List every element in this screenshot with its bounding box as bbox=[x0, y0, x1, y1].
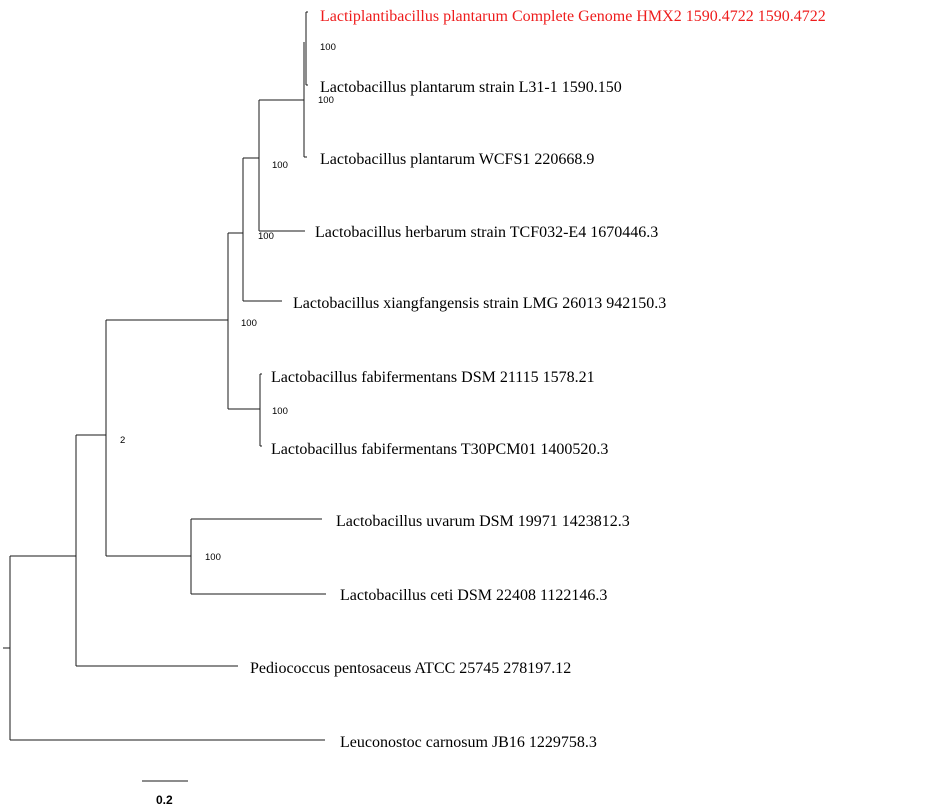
taxon-label: Lactobacillus fabifermentans T30PCM01 14… bbox=[271, 441, 608, 458]
taxon-label: Lactobacillus xiangfangensis strain LMG … bbox=[293, 295, 666, 312]
taxon-label: Lactiplantibacillus plantarum Complete G… bbox=[320, 8, 826, 25]
taxon-label: Leuconostoc carnosum JB16 1229758.3 bbox=[340, 734, 597, 751]
taxon-label: Pediococcus pentosaceus ATCC 25745 27819… bbox=[250, 660, 571, 677]
taxon-label: Lactobacillus fabifermentans DSM 21115 1… bbox=[271, 369, 595, 386]
taxon-label: Lactobacillus plantarum WCFS1 220668.9 bbox=[320, 151, 594, 168]
support-value: 100 bbox=[241, 318, 257, 329]
taxon-label: Lactobacillus herbarum strain TCF032-E4 … bbox=[315, 224, 658, 241]
support-value: 100 bbox=[318, 95, 334, 106]
support-value: 100 bbox=[320, 42, 336, 53]
scale-bar-label: 0.2 bbox=[156, 793, 173, 807]
taxon-label: Lactobacillus uvarum DSM 19971 1423812.3 bbox=[336, 513, 630, 530]
support-value: 100 bbox=[258, 231, 274, 242]
support-value: 100 bbox=[205, 552, 221, 563]
support-value: 100 bbox=[272, 406, 288, 417]
taxon-label: Lactobacillus plantarum strain L31-1 159… bbox=[320, 79, 622, 96]
taxon-label: Lactobacillus ceti DSM 22408 1122146.3 bbox=[340, 587, 607, 604]
support-value: 100 bbox=[272, 160, 288, 171]
support-value: 2 bbox=[120, 435, 125, 446]
